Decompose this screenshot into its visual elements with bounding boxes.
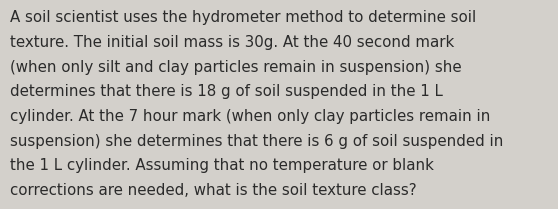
Text: texture. The initial soil mass is 30g. At the 40 second mark: texture. The initial soil mass is 30g. A… <box>10 35 454 50</box>
Text: A soil scientist uses the hydrometer method to determine soil: A soil scientist uses the hydrometer met… <box>10 10 477 25</box>
Text: determines that there is 18 g of soil suspended in the 1 L: determines that there is 18 g of soil su… <box>10 84 443 99</box>
Text: suspension) she determines that there is 6 g of soil suspended in: suspension) she determines that there is… <box>10 134 503 149</box>
Text: the 1 L cylinder. Assuming that no temperature or blank: the 1 L cylinder. Assuming that no tempe… <box>10 158 434 173</box>
Text: corrections are needed, what is the soil texture class?: corrections are needed, what is the soil… <box>10 183 417 198</box>
Text: (when only silt and clay particles remain in suspension) she: (when only silt and clay particles remai… <box>10 60 461 75</box>
Text: cylinder. At the 7 hour mark (when only clay particles remain in: cylinder. At the 7 hour mark (when only … <box>10 109 490 124</box>
